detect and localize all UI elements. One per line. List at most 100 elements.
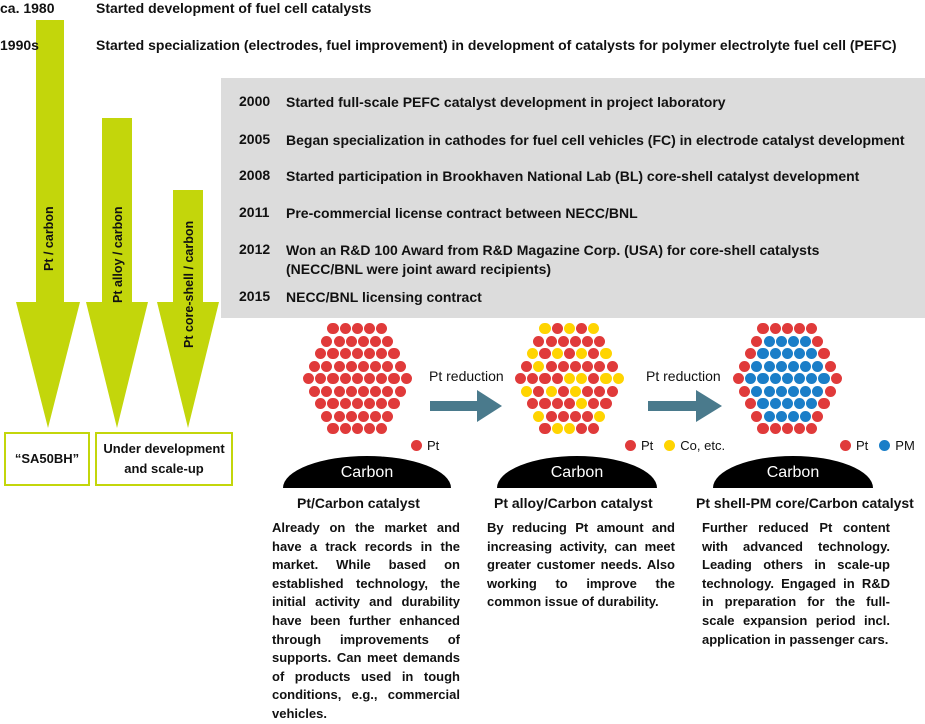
particle — [333, 410, 345, 422]
particle — [769, 423, 781, 435]
particle — [545, 335, 557, 347]
particle — [545, 360, 557, 372]
particle — [545, 385, 557, 397]
particle — [364, 373, 376, 385]
catalyst-title-pt-coreshell: Pt shell-PM core/Carbon catalyst — [696, 495, 914, 511]
particle — [812, 360, 824, 372]
particle — [812, 335, 824, 347]
particle — [345, 360, 357, 372]
outcome-label-line1: Under development — [103, 441, 225, 456]
particle — [594, 360, 606, 372]
particle — [751, 410, 763, 422]
particle — [769, 373, 781, 385]
particle — [594, 385, 606, 397]
particle — [763, 385, 775, 397]
particle — [606, 360, 618, 372]
particle — [557, 360, 569, 372]
pt-alloy-particle-cluster — [515, 323, 625, 448]
particle — [557, 335, 569, 347]
particle — [763, 360, 775, 372]
timeline-text-1990s: Started specialization (electrodes, fuel… — [96, 37, 897, 53]
particle — [612, 373, 624, 385]
particle — [321, 410, 333, 422]
outcome-label: “SA50BH” — [14, 451, 80, 466]
particle — [794, 373, 806, 385]
particle — [563, 423, 575, 435]
particle — [787, 360, 800, 372]
particle — [364, 348, 376, 360]
particle — [388, 373, 400, 385]
particle — [539, 323, 551, 335]
milestone-text: Started full-scale PEFC catalyst develop… — [286, 94, 726, 110]
particle — [576, 398, 588, 410]
particle — [751, 335, 763, 347]
particle — [551, 373, 563, 385]
particle — [557, 410, 569, 422]
particle — [600, 398, 612, 410]
technology-arrows — [16, 20, 219, 428]
particle — [315, 398, 327, 410]
particle — [533, 385, 545, 397]
particle — [321, 385, 333, 397]
particle — [745, 373, 757, 385]
pt-dot-icon — [840, 440, 851, 451]
particle — [321, 360, 333, 372]
particle — [806, 373, 818, 385]
particle — [563, 398, 575, 410]
particle — [327, 373, 339, 385]
particle — [775, 410, 787, 422]
particle — [824, 385, 836, 397]
particle — [800, 385, 812, 397]
flow-label-1: Pt reduction — [429, 368, 504, 384]
particle — [818, 398, 830, 410]
particle — [333, 385, 345, 397]
particle — [582, 410, 594, 422]
outcome-box-under-development: Under development and scale-up — [95, 432, 233, 486]
particle — [370, 335, 382, 347]
particle — [339, 423, 351, 435]
arrow-label-pt-carbon: Pt / carbon — [42, 206, 56, 271]
particle — [594, 410, 606, 422]
particle — [345, 410, 357, 422]
pt-dot-icon — [625, 440, 636, 451]
outcome-label-line2: and scale-up — [124, 461, 204, 476]
particle — [376, 323, 388, 335]
particle — [781, 373, 793, 385]
milestone-year: 2008 — [239, 167, 271, 183]
particle — [576, 348, 588, 360]
milestone-year: 2000 — [239, 93, 271, 109]
catalyst-title-pt-carbon: Pt/Carbon catalyst — [297, 495, 420, 511]
particle — [818, 373, 830, 385]
particle — [521, 385, 533, 397]
catalyst-description-pt-alloy: By reducing Pt amount and increasing act… — [487, 520, 675, 610]
particle — [551, 323, 563, 335]
milestone-year: 2012 — [239, 241, 271, 257]
carbon-support-3: Carbon — [713, 456, 873, 488]
milestone-year: 2005 — [239, 131, 271, 147]
carbon-label: Carbon — [766, 464, 820, 481]
particle — [818, 348, 830, 360]
particle — [806, 398, 818, 410]
particle — [569, 385, 582, 397]
particle — [339, 373, 351, 385]
particle — [745, 398, 757, 410]
milestone-text-line2: (NECC/BNL were joint award recipients) — [286, 261, 552, 277]
particle — [775, 385, 787, 397]
carbon-label: Carbon — [550, 464, 604, 481]
particle — [370, 360, 382, 372]
particle — [769, 398, 781, 410]
particle — [812, 410, 824, 422]
particle — [533, 410, 545, 422]
particle — [400, 373, 412, 385]
particle — [327, 423, 339, 435]
particle — [824, 360, 836, 372]
arrow-pt-alloy-carbon — [86, 118, 148, 428]
arrow-pt-coreshell-carbon — [157, 190, 219, 428]
legend-label: Pt — [641, 438, 654, 453]
catalyst-title-pt-alloy: Pt alloy/Carbon catalyst — [494, 495, 653, 511]
timeline-text-1980: Started development of fuel cell catalys… — [96, 0, 372, 16]
particle — [382, 385, 394, 397]
particle — [351, 323, 363, 335]
particle — [576, 323, 588, 335]
particle — [830, 373, 842, 385]
